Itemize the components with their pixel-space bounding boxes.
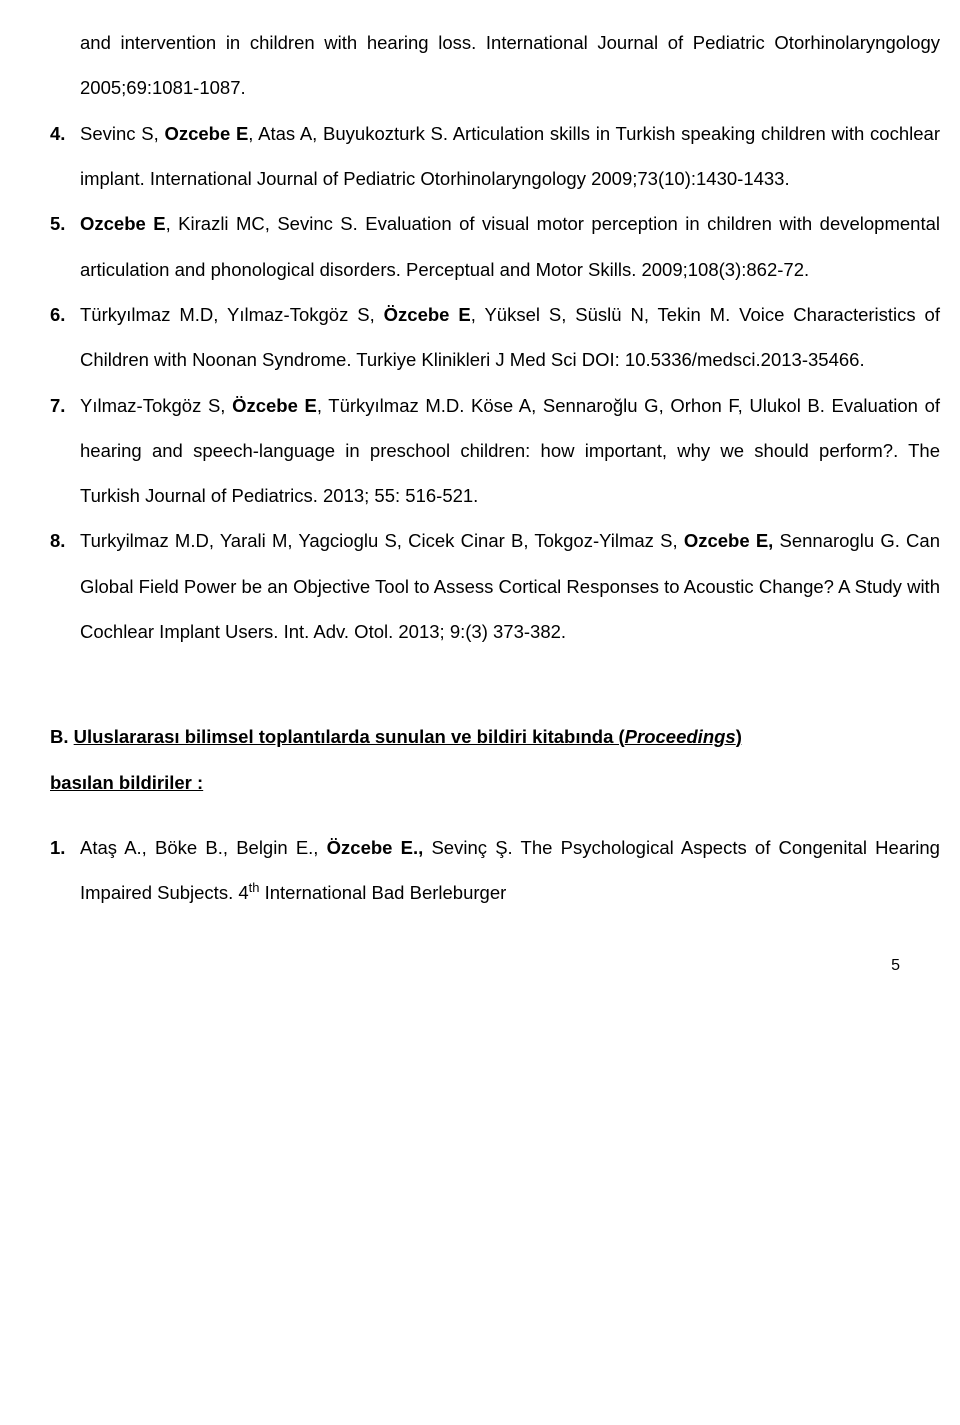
ref-text: Ozcebe E, Kirazli MC, Sevinc S. Evaluati…: [80, 201, 940, 292]
reference-continuation: and intervention in children with hearin…: [50, 20, 940, 111]
reference-5: 5. Ozcebe E, Kirazli MC, Sevinc S. Evalu…: [50, 201, 940, 292]
ref-number: 1.: [50, 825, 80, 916]
ref-number: 8.: [50, 518, 80, 654]
ref-number: 4.: [50, 111, 80, 202]
ref-text: Ataş A., Böke B., Belgin E., Özcebe E., …: [80, 825, 940, 916]
section-b-heading: B. Uluslararası bilimsel toplantılarda s…: [50, 714, 940, 805]
ref-text: Turkyilmaz M.D, Yarali M, Yagcioglu S, C…: [80, 518, 940, 654]
page-number: 5: [50, 946, 940, 985]
ref-text: Yılmaz-Tokgöz S, Özcebe E, Türkyılmaz M.…: [80, 383, 940, 519]
ref-text: Türkyılmaz M.D, Yılmaz-Tokgöz S, Özcebe …: [80, 292, 940, 383]
reference-7: 7. Yılmaz-Tokgöz S, Özcebe E, Türkyılmaz…: [50, 383, 940, 519]
ref-number: 7.: [50, 383, 80, 519]
ref-text: Sevinc S, Ozcebe E, Atas A, Buyukozturk …: [80, 111, 940, 202]
document-page: and intervention in children with hearin…: [0, 0, 960, 1025]
reference-8: 8. Turkyilmaz M.D, Yarali M, Yagcioglu S…: [50, 518, 940, 654]
reference-6: 6. Türkyılmaz M.D, Yılmaz-Tokgöz S, Özce…: [50, 292, 940, 383]
ref-number: 5.: [50, 201, 80, 292]
ref-continuation-text: and intervention in children with hearin…: [80, 20, 940, 111]
reference-b1: 1. Ataş A., Böke B., Belgin E., Özcebe E…: [50, 825, 940, 916]
reference-4: 4. Sevinc S, Ozcebe E, Atas A, Buyukoztu…: [50, 111, 940, 202]
ref-number: 6.: [50, 292, 80, 383]
